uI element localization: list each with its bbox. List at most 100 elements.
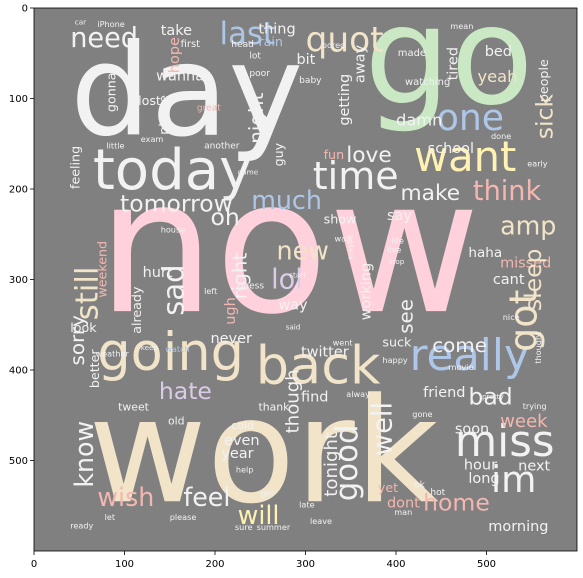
word-now: now [97, 139, 480, 355]
word-day: day [70, 17, 303, 165]
word-say: say [387, 208, 412, 224]
y-tick-label: 200 [9, 185, 28, 196]
word-thought: thought [533, 332, 543, 364]
word-first: first [181, 39, 201, 50]
word-away: away [352, 45, 368, 84]
x-tick-label: 0 [31, 559, 37, 570]
x-tick-label: 200 [205, 559, 224, 570]
word-baby: baby [299, 76, 322, 86]
word-missed: missed [500, 256, 551, 272]
y-axis: 0 100 200 300 400 500 [9, 4, 34, 467]
word-take: take [161, 23, 192, 39]
word-working: working [359, 263, 375, 320]
word-poor: poor [249, 69, 270, 79]
word-bit: bit [296, 52, 315, 68]
word-find: find [301, 390, 328, 406]
word-tweet: tweet [118, 401, 149, 414]
word-well: well [367, 402, 398, 456]
word-think: think [473, 176, 542, 207]
word-friend: friend [423, 385, 465, 401]
word-look: look [70, 320, 97, 335]
word-car: car [75, 17, 86, 26]
word-still: still [69, 266, 105, 320]
word-school: school [428, 141, 474, 157]
word-bed: bed [485, 44, 512, 60]
word-hot: hot [430, 488, 445, 498]
word-lost: lost [138, 93, 161, 108]
y-tick-label: 0 [22, 4, 28, 15]
word-yet: yet [378, 480, 398, 495]
word-ready: ready [70, 520, 93, 530]
word-wait: wait [334, 233, 351, 243]
word-show: show [324, 211, 357, 226]
word-start: start [289, 271, 306, 280]
word-late: late [299, 500, 314, 510]
word-week: week [500, 411, 548, 432]
word-people: people [536, 59, 551, 102]
word-feel: feel [183, 482, 230, 512]
word-cant: cant [493, 272, 525, 288]
word-iPhone: iPhone [97, 19, 124, 29]
word-already: already [129, 286, 144, 334]
word-never: never [210, 331, 252, 347]
word-rain: rain [258, 34, 283, 49]
word-weather: weather [96, 348, 130, 358]
y-tick-label: 100 [9, 94, 28, 105]
word-going: going [97, 322, 244, 383]
word-morning: morning [488, 519, 548, 535]
word-leave: leave [310, 516, 332, 526]
word-year: year [221, 446, 253, 462]
word-thank: thank [258, 401, 290, 414]
word-another: another [204, 141, 240, 151]
word-left: left [204, 286, 217, 296]
word-pretty: pretty [482, 392, 505, 401]
word-work: work [88, 368, 439, 536]
word-know: know [69, 421, 99, 488]
word-house: house [161, 224, 186, 234]
word-trying: trying [523, 401, 547, 411]
word-sleep: sleep [519, 249, 547, 312]
word-maybe: maybe [346, 234, 355, 259]
word-much: much [251, 185, 322, 215]
word-sick: sick [531, 94, 559, 140]
word-really: really [410, 331, 530, 381]
word-phone: phone [156, 95, 171, 135]
word-thing: thing [258, 21, 295, 37]
word-mean: mean [450, 21, 473, 31]
word-weekend: weekend [94, 241, 109, 298]
word-bad: bad [468, 382, 512, 410]
word-next: next [518, 458, 550, 474]
word-bored: bored [322, 40, 345, 50]
word-stop: stop [389, 257, 405, 266]
word-alway: alway [346, 389, 370, 399]
word-im: im [491, 458, 536, 501]
word-guess: guess [238, 282, 265, 292]
word-help: help [236, 464, 254, 474]
word-watching: watching [405, 77, 450, 88]
plot-background [34, 8, 577, 551]
word-see: see [394, 299, 417, 334]
word-got: got [501, 290, 545, 352]
word-head: head [231, 40, 254, 50]
word-getting: getting [337, 74, 353, 126]
word-fun: fun [324, 147, 345, 162]
y-tick-label: 500 [9, 456, 28, 467]
word-old: old [168, 414, 185, 427]
word-damn: damn [396, 111, 443, 130]
word-new: new [277, 236, 329, 266]
word-lol: lol [271, 265, 303, 296]
word-live: live [387, 244, 401, 254]
word-went: went [333, 338, 353, 348]
word-wanna: wanna [156, 68, 204, 84]
word-dont: dont [387, 496, 420, 512]
word-nice: nice [503, 312, 520, 322]
word-please: please [170, 512, 197, 522]
word-ugh: ugh [223, 297, 239, 325]
word-exam: exam [141, 134, 164, 144]
word-last: last [220, 16, 276, 52]
word-quot: quot [306, 20, 384, 60]
word-long: long [468, 471, 499, 487]
word-come: come [432, 334, 487, 357]
